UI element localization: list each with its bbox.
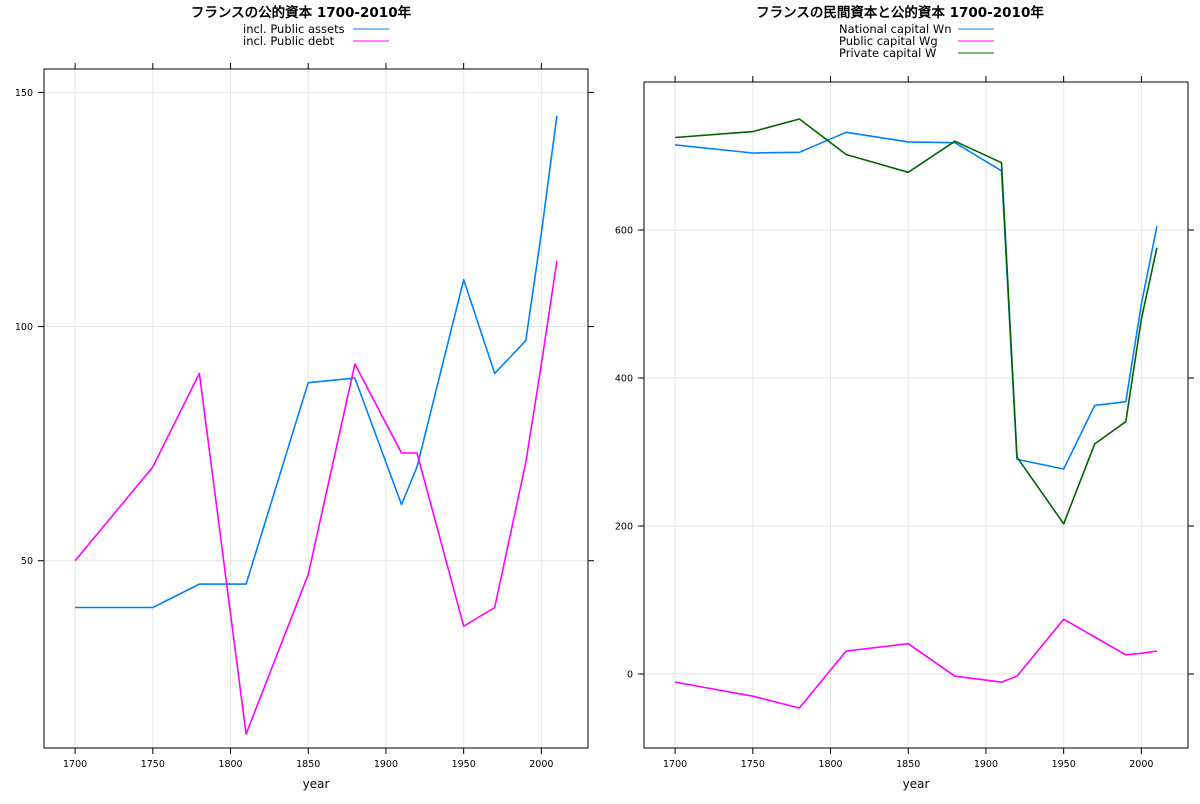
legend-label-series-3: Private capital W (839, 46, 936, 60)
legend-label-series-1: incl. Public assets (243, 22, 345, 36)
x-tick-label: 1950 (1052, 759, 1076, 770)
series-line-2 (674, 618, 1158, 709)
y-tick-label: 200 (615, 522, 633, 533)
x-tick-label: 1900 (374, 759, 398, 770)
plot-area: 1700 1750 1800 1850 1900 1950 2000 0 200 400 600 (615, 76, 1194, 770)
x-tick-label: 2000 (1129, 759, 1153, 770)
x-tick-label: 1900 (974, 759, 998, 770)
x-tick-label: 1700 (663, 759, 687, 770)
x-axis-label: year (903, 777, 930, 791)
series-line-1 (75, 115, 558, 609)
chart-title: フランスの公的資本 1700-2010年 (191, 4, 412, 21)
series-line-3 (675, 118, 1158, 525)
legend: incl. Public assets incl. Public debt (243, 22, 389, 48)
legend-label-series-2: incl. Public debt (243, 34, 335, 48)
x-tick-label: 1800 (818, 759, 842, 770)
y-tick-label: 50 (21, 556, 33, 567)
chart-title: フランスの民間資本と公的資本 1700-2010年 (756, 4, 1044, 21)
plot-area: 1700 1750 1800 1850 1900 1950 2000 50 100 150 (15, 63, 594, 770)
x-tick-label: 1700 (63, 759, 87, 770)
x-tick-label: 1750 (141, 759, 165, 770)
x-axis-label: year (303, 777, 330, 791)
x-tick-label: 1850 (296, 759, 320, 770)
legend: National capital Wn Public capital Wg Pr… (839, 22, 994, 60)
chart-panel-private-public-capital: フランスの民間資本と公的資本 1700-2010年 National capit… (615, 4, 1194, 791)
x-tick-label: 1800 (218, 759, 242, 770)
legend-label-series-2: Public capital Wg (839, 34, 938, 48)
plot-frame (43, 68, 589, 749)
legend-label-series-1: National capital Wn (839, 22, 952, 36)
x-tick-label: 2000 (529, 759, 553, 770)
series-line-2 (74, 260, 558, 735)
y-tick-label: 100 (15, 322, 33, 333)
y-tick-label: 0 (627, 670, 633, 681)
y-tick-label: 600 (615, 226, 633, 237)
chart-panel-public-capital: フランスの公的資本 1700-2010年 incl. Public assets… (15, 4, 594, 791)
y-tick-label: 400 (615, 374, 633, 385)
plot-frame (643, 81, 1189, 749)
y-tick-label: 150 (15, 88, 33, 99)
series-line-1 (675, 131, 1158, 470)
x-tick-label: 1950 (452, 759, 476, 770)
x-tick-label: 1850 (896, 759, 920, 770)
x-tick-label: 1750 (741, 759, 765, 770)
